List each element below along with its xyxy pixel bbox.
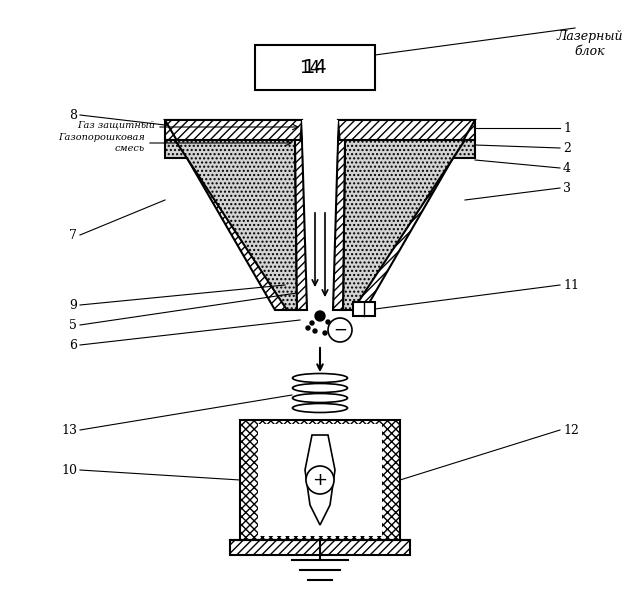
Polygon shape bbox=[230, 540, 410, 555]
Polygon shape bbox=[175, 140, 297, 310]
Polygon shape bbox=[302, 120, 338, 305]
Polygon shape bbox=[295, 140, 307, 310]
Text: 14: 14 bbox=[300, 59, 321, 76]
Polygon shape bbox=[258, 424, 382, 536]
Bar bbox=[353, 302, 375, 316]
Text: 14: 14 bbox=[303, 58, 328, 77]
Text: Лазерный
блок: Лазерный блок bbox=[557, 30, 623, 58]
Circle shape bbox=[315, 311, 325, 321]
Polygon shape bbox=[240, 420, 400, 540]
Text: 12: 12 bbox=[563, 424, 579, 436]
Text: 6: 6 bbox=[69, 338, 77, 351]
Circle shape bbox=[326, 320, 330, 324]
Bar bbox=[255, 45, 375, 90]
Ellipse shape bbox=[292, 373, 348, 382]
Ellipse shape bbox=[292, 384, 348, 392]
Text: 13: 13 bbox=[61, 424, 77, 436]
Circle shape bbox=[328, 318, 352, 342]
Polygon shape bbox=[338, 120, 475, 310]
Polygon shape bbox=[333, 140, 345, 310]
Circle shape bbox=[306, 466, 334, 494]
Ellipse shape bbox=[292, 403, 348, 412]
Text: 4: 4 bbox=[563, 162, 571, 174]
Text: 5: 5 bbox=[69, 318, 77, 332]
Text: 8: 8 bbox=[69, 108, 77, 122]
Text: 1: 1 bbox=[563, 122, 571, 135]
Ellipse shape bbox=[292, 394, 348, 403]
Text: −: − bbox=[333, 321, 347, 339]
Text: 10: 10 bbox=[61, 463, 77, 477]
Text: 2: 2 bbox=[563, 141, 571, 154]
Polygon shape bbox=[165, 140, 295, 158]
Text: 9: 9 bbox=[69, 299, 77, 312]
Polygon shape bbox=[343, 140, 465, 310]
Polygon shape bbox=[345, 140, 475, 158]
Polygon shape bbox=[305, 435, 335, 525]
Text: 7: 7 bbox=[69, 228, 77, 242]
Circle shape bbox=[306, 326, 310, 330]
Polygon shape bbox=[338, 120, 475, 140]
Circle shape bbox=[310, 321, 314, 325]
Text: Газопорошковая
смесь: Газопорошковая смесь bbox=[58, 133, 145, 153]
Polygon shape bbox=[165, 120, 302, 310]
Circle shape bbox=[313, 329, 317, 333]
Text: Газ защитный: Газ защитный bbox=[77, 121, 155, 130]
Polygon shape bbox=[165, 120, 302, 140]
Text: +: + bbox=[312, 471, 328, 489]
Text: 3: 3 bbox=[563, 182, 571, 195]
Text: 11: 11 bbox=[563, 278, 579, 291]
Circle shape bbox=[323, 331, 327, 335]
